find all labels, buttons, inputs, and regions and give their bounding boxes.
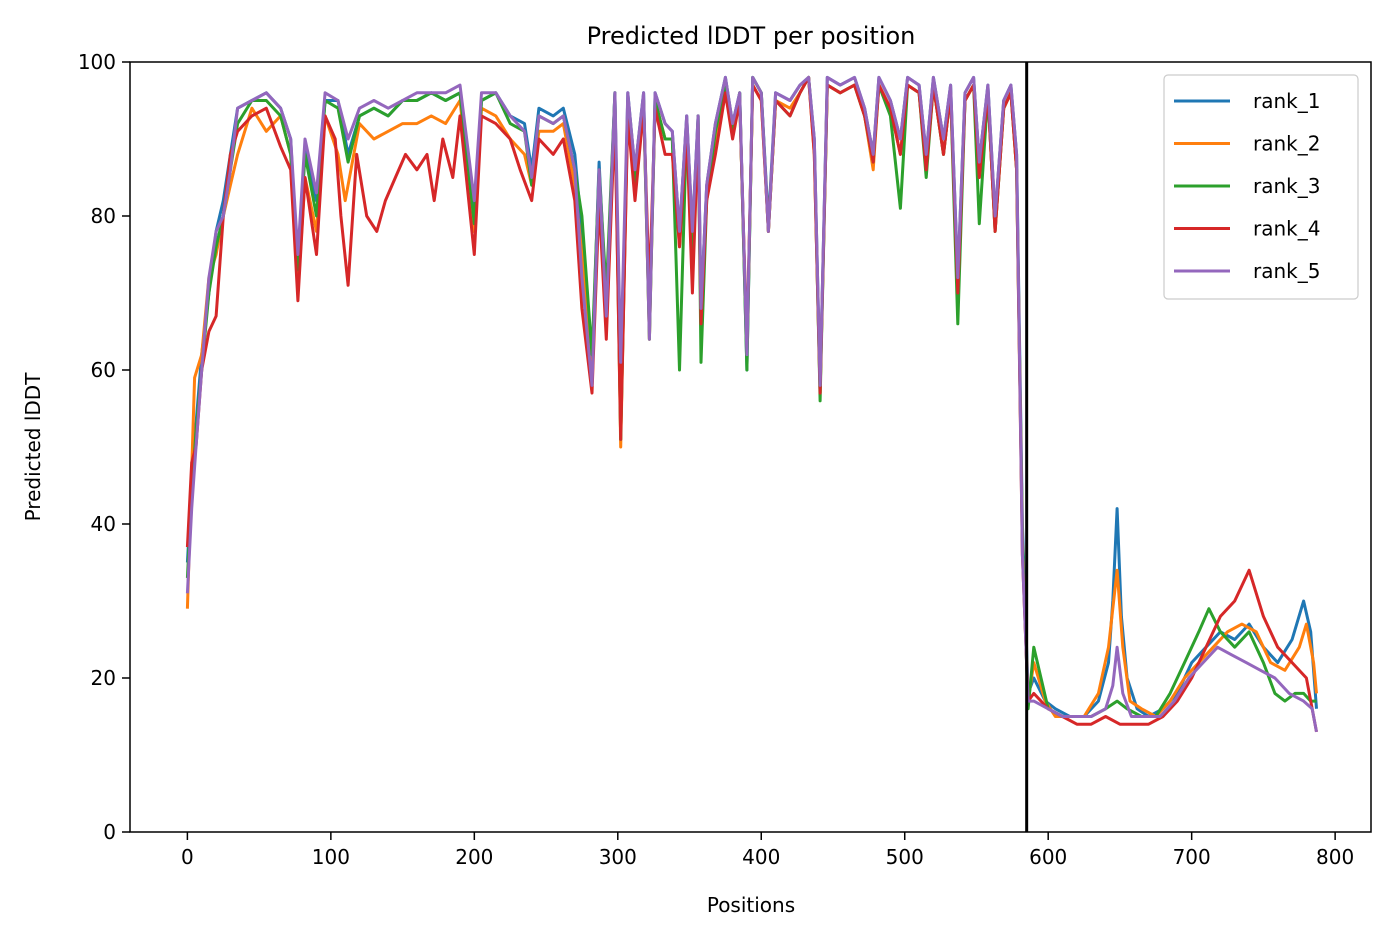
legend-label-rank_3: rank_3 <box>1253 174 1320 198</box>
x-tick-label: 300 <box>599 845 637 869</box>
legend: rank_1 rank_2 rank_3 rank_4 rank_5 <box>1163 74 1359 300</box>
x-tick-label: 400 <box>742 845 780 869</box>
plot-frame <box>129 61 1372 833</box>
chart-title: Predicted lDDT per position <box>587 22 916 50</box>
y-tick-label: 100 <box>78 50 116 74</box>
y-tick-label: 40 <box>91 512 116 536</box>
legend-label-rank_2: rank_2 <box>1253 132 1320 156</box>
y-axis-title: Predicted lDDT <box>21 372 45 522</box>
x-tick-label: 500 <box>886 845 924 869</box>
x-tick-label: 200 <box>455 845 493 869</box>
legend-label-rank_5: rank_5 <box>1253 259 1320 283</box>
y-axis: 0 20 40 60 80 100 <box>78 50 130 844</box>
x-axis: 0 100 200 300 400 500 600 700 800 <box>181 832 1354 869</box>
x-tick-label: 100 <box>312 845 350 869</box>
y-tick-label: 80 <box>91 204 116 228</box>
x-tick-label: 600 <box>1029 845 1067 869</box>
x-tick-label: 0 <box>181 845 194 869</box>
x-axis-title: Positions <box>707 893 795 917</box>
y-tick-label: 0 <box>103 820 116 844</box>
legend-label-rank_4: rank_4 <box>1253 217 1320 241</box>
x-tick-label: 700 <box>1173 845 1211 869</box>
legend-label-rank_1: rank_1 <box>1253 89 1320 113</box>
x-tick-label: 800 <box>1316 845 1354 869</box>
series-line-rank_5 <box>185 75 1318 733</box>
plot-lines <box>185 75 1318 733</box>
y-tick-label: 20 <box>91 666 116 690</box>
y-tick-label: 60 <box>91 358 116 382</box>
legend-box <box>1163 74 1359 300</box>
